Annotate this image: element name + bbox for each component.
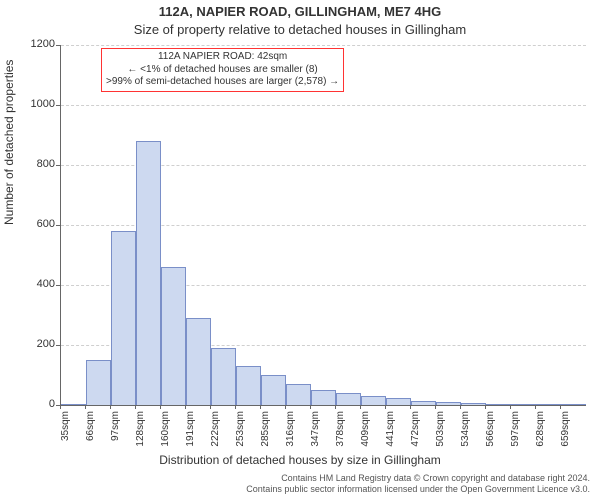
footer: Contains HM Land Registry data © Crown c…: [246, 473, 590, 496]
ytick-label: 400: [15, 278, 55, 290]
xtick-mark: [510, 405, 511, 409]
histogram-bar: [161, 267, 186, 405]
xtick-mark: [335, 405, 336, 409]
histogram-bar: [186, 318, 211, 405]
ytick-label: 800: [15, 158, 55, 170]
footer-line-1: Contains HM Land Registry data © Crown c…: [246, 473, 590, 485]
xtick-mark: [210, 405, 211, 409]
histogram-bar: [436, 402, 461, 405]
xtick-mark: [85, 405, 86, 409]
xtick-mark: [160, 405, 161, 409]
ytick-mark: [56, 225, 60, 226]
ytick-label: 200: [15, 338, 55, 350]
xtick-mark: [110, 405, 111, 409]
ytick-label: 600: [15, 218, 55, 230]
xtick-mark: [385, 405, 386, 409]
histogram-bar: [136, 141, 161, 405]
histogram-bar: [236, 366, 261, 405]
histogram-bar: [536, 404, 561, 405]
ytick-mark: [56, 165, 60, 166]
histogram-bar: [111, 231, 136, 405]
histogram-bar: [361, 396, 386, 405]
xtick-mark: [235, 405, 236, 409]
ytick-mark: [56, 45, 60, 46]
histogram-bar: [411, 401, 436, 406]
histogram-bar: [336, 393, 361, 405]
chart-page: 112A, NAPIER ROAD, GILLINGHAM, ME7 4HG S…: [0, 0, 600, 500]
annotation-line-1: 112A NAPIER ROAD: 42sqm: [106, 51, 339, 64]
ytick-mark: [56, 105, 60, 106]
plot-area: 112A NAPIER ROAD: 42sqm ← <1% of detache…: [60, 45, 586, 406]
xtick-mark: [435, 405, 436, 409]
ytick-label: 1000: [15, 98, 55, 110]
ytick-label: 0: [15, 398, 55, 410]
histogram-bar: [311, 390, 336, 405]
histogram-bar: [386, 398, 411, 406]
footer-line-2: Contains public sector information licen…: [246, 484, 590, 496]
ytick-label: 1200: [15, 38, 55, 50]
ytick-mark: [56, 345, 60, 346]
histogram-bar: [261, 375, 286, 405]
xtick-mark: [460, 405, 461, 409]
xtick-mark: [285, 405, 286, 409]
xtick-mark: [60, 405, 61, 409]
annotation-line-3: >99% of semi-detached houses are larger …: [106, 76, 339, 89]
xtick-mark: [535, 405, 536, 409]
histogram-bar: [511, 404, 536, 405]
xtick-mark: [135, 405, 136, 409]
ytick-mark: [56, 285, 60, 286]
histogram-bar: [561, 404, 586, 405]
xtick-mark: [560, 405, 561, 409]
histogram-bar: [286, 384, 311, 405]
page-subtitle: Size of property relative to detached ho…: [0, 22, 600, 37]
histogram-bar: [86, 360, 111, 405]
xtick-mark: [260, 405, 261, 409]
histogram-bar: [461, 403, 486, 405]
histogram-bar: [211, 348, 236, 405]
annotation-box: 112A NAPIER ROAD: 42sqm ← <1% of detache…: [101, 48, 344, 92]
xtick-mark: [410, 405, 411, 409]
page-title: 112A, NAPIER ROAD, GILLINGHAM, ME7 4HG: [0, 4, 600, 19]
histogram-bar: [61, 404, 86, 405]
gridline: [61, 45, 586, 46]
xtick-mark: [310, 405, 311, 409]
xtick-mark: [360, 405, 361, 409]
gridline: [61, 105, 586, 106]
xtick-mark: [185, 405, 186, 409]
xtick-mark: [485, 405, 486, 409]
y-axis-label: Number of detached properties: [2, 60, 16, 225]
annotation-line-2: ← <1% of detached houses are smaller (8): [106, 64, 339, 77]
histogram-bar: [486, 404, 511, 406]
x-axis-label: Distribution of detached houses by size …: [0, 453, 600, 467]
